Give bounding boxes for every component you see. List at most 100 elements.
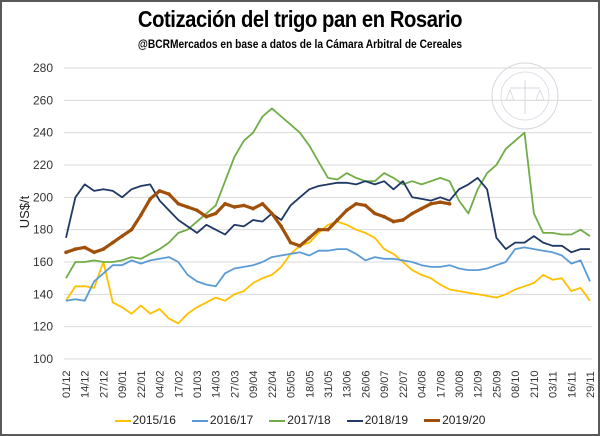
data-point-2019-20 — [241, 203, 246, 208]
legend-label: 2016/17 — [209, 413, 254, 427]
legend: 2015/16 2016/17 2017/18 2018/19 2019/20 — [0, 413, 600, 427]
legend-swatch — [424, 419, 441, 423]
data-point-2019-20 — [82, 245, 87, 250]
y-axis-label: US$/t — [17, 195, 32, 228]
data-point-2019-20 — [429, 202, 433, 206]
series-line-2017-18 — [65, 107, 591, 279]
data-point-2019-20 — [92, 250, 96, 255]
x-tick-label: 17/02 — [173, 370, 185, 398]
legend-swatch — [191, 419, 208, 422]
y-tick-label: 200 — [33, 190, 53, 204]
legend-item: 2019/20 — [424, 413, 485, 427]
x-tick-label: 30/08 — [454, 370, 466, 398]
data-point-2019-20 — [307, 235, 312, 240]
chart-subtitle: @BCRMercados en base a datos de la Cámar… — [137, 37, 463, 51]
x-tick-label: 18/05 — [304, 370, 316, 398]
data-point-2019-20 — [363, 203, 368, 208]
legend-label: 2017/18 — [287, 413, 331, 427]
x-tick-label: 13/06 — [342, 370, 354, 398]
data-point-2019-20 — [298, 244, 302, 248]
series-line-2018-19 — [65, 176, 590, 254]
data-point-2019-20 — [195, 208, 199, 213]
y-tick-label: 260 — [33, 93, 53, 107]
x-tick-label: 01/12 — [61, 370, 73, 398]
x-tick-label: 22/07 — [398, 370, 410, 398]
data-point-2019-20 — [382, 214, 386, 219]
x-tick-label: 25/09 — [491, 370, 503, 398]
legend-item: 2016/17 — [191, 413, 254, 427]
y-tick-label: 120 — [33, 320, 53, 334]
legend-label: 2019/20 — [442, 413, 486, 427]
legend-swatch — [346, 419, 363, 422]
data-point-2019-20 — [279, 224, 284, 229]
data-point-2019-20 — [223, 202, 227, 206]
data-point-2019-20 — [176, 202, 181, 206]
data-point-2019-20 — [110, 240, 115, 245]
data-point-2019-20 — [354, 202, 358, 206]
x-tick-label: 09/07 — [379, 370, 391, 398]
x-tick-label: 21/10 — [529, 370, 541, 398]
data-point-2019-20 — [335, 218, 340, 222]
data-point-2019-20 — [288, 240, 293, 245]
legend-item: 2018/19 — [346, 413, 409, 427]
x-tick-label: 03/11 — [548, 371, 560, 398]
x-tick-label: 01/03 — [192, 370, 204, 398]
x-tick-label: 05/05 — [286, 370, 298, 398]
data-point-2019-20 — [167, 192, 171, 196]
data-point-2019-20 — [316, 227, 321, 232]
data-point-2019-20 — [372, 211, 377, 216]
legend-swatch — [269, 419, 286, 422]
x-tick-label: 17/08 — [435, 370, 447, 398]
x-tick-label: 09/01 — [117, 370, 129, 398]
data-point-2019-20 — [139, 213, 143, 217]
legend-item: 2017/18 — [269, 413, 331, 427]
data-point-2019-20 — [73, 247, 78, 251]
x-tick-label: 27/03 — [229, 370, 241, 398]
x-tick-label: 12/09 — [473, 370, 485, 398]
series-line-2015-16 — [65, 220, 591, 325]
chart-title: Cotización del trigo pan en Rosario — [137, 6, 463, 32]
data-point-2019-20 — [438, 200, 443, 204]
data-point-2019-20 — [447, 202, 452, 206]
y-tick-label: 280 — [33, 61, 53, 75]
y-tick-label: 220 — [33, 158, 53, 172]
legend-label: 2015/16 — [132, 413, 176, 427]
data-point-2019-20 — [101, 247, 106, 251]
data-point-2019-20 — [64, 250, 68, 255]
data-point-2019-20 — [410, 211, 415, 216]
data-point-2019-20 — [419, 206, 424, 211]
x-tick-label: 14/12 — [80, 370, 92, 398]
data-point-2019-20 — [344, 208, 349, 213]
x-tick-label: 22/01 — [136, 370, 148, 398]
y-tick-label: 140 — [33, 287, 53, 301]
x-tick-label: 26/06 — [360, 370, 372, 398]
x-tick-label: 27/12 — [98, 370, 110, 398]
watermark-seal — [491, 62, 559, 130]
series-line-2016-17 — [65, 246, 591, 302]
y-tick-label: 160 — [33, 255, 53, 269]
data-point-2019-20 — [391, 219, 396, 224]
data-point-2019-20 — [120, 234, 124, 238]
data-point-2019-20 — [260, 202, 265, 206]
data-point-2019-20 — [232, 205, 237, 209]
y-tick-label: 100 — [33, 352, 53, 366]
x-tick-label: 16/11 — [566, 371, 578, 398]
data-point-2019-20 — [148, 197, 153, 201]
x-tick-label: 22/04 — [267, 370, 279, 398]
data-point-2019-20 — [157, 189, 162, 193]
data-point-2019-20 — [401, 218, 405, 222]
legend-swatch — [114, 419, 131, 422]
x-tick-label: 29/11 — [585, 371, 597, 398]
data-point-2019-20 — [213, 211, 218, 216]
legend-label: 2018/19 — [364, 413, 409, 427]
data-point-2019-20 — [204, 214, 209, 219]
legend-item: 2015/16 — [114, 413, 176, 427]
x-tick-label: 09/04 — [248, 370, 260, 398]
data-point-2019-20 — [326, 227, 330, 232]
x-tick-label: 04/02 — [155, 370, 167, 398]
data-point-2019-20 — [251, 206, 255, 211]
x-tick-label: 08/10 — [510, 370, 522, 398]
y-tick-label: 180 — [33, 223, 53, 237]
